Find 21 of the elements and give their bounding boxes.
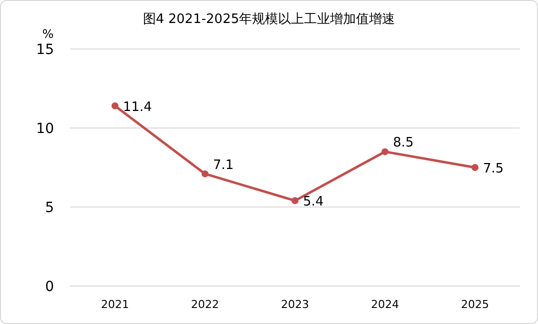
y-axis-title: %	[42, 27, 54, 41]
data-label: 5.4	[303, 194, 324, 210]
y-tick-label: 15	[36, 42, 54, 58]
y-tick-label: 5	[45, 200, 54, 216]
x-tick-label: 2021	[101, 298, 129, 311]
y-tick-label: 10	[36, 121, 54, 137]
x-tick-label: 2023	[281, 298, 309, 311]
point	[472, 164, 478, 171]
x-tick-label: 2022	[191, 298, 219, 311]
data-label: 11.4	[123, 100, 152, 115]
point	[112, 102, 118, 110]
data-label: 7.5	[483, 162, 504, 176]
y-tick-label: 0	[45, 279, 54, 295]
data-label: 8.5	[393, 136, 414, 151]
point	[202, 170, 208, 178]
point	[382, 148, 388, 156]
x-tick-label: 2025	[461, 298, 489, 311]
point	[292, 197, 298, 204]
chart-title: 图4 2021-2025年规模以上工业增加值增速	[142, 12, 396, 27]
x-tick-label: 2024	[371, 298, 399, 311]
data-label: 7.1	[213, 158, 234, 173]
